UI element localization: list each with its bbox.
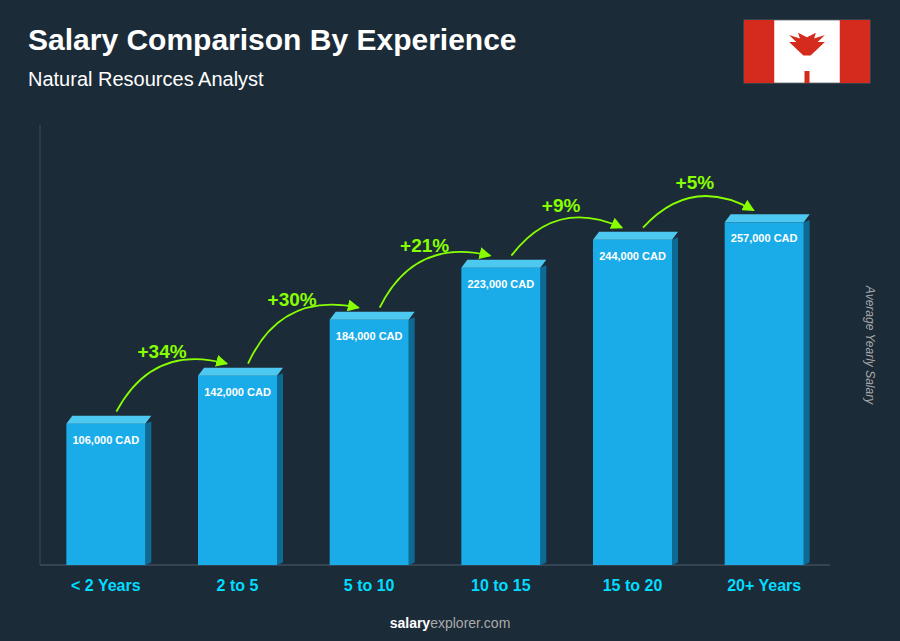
bar bbox=[66, 424, 145, 565]
data-label: 257,000 CAD bbox=[731, 232, 798, 244]
bar-top bbox=[66, 416, 151, 424]
data-label: 223,000 CAD bbox=[468, 278, 535, 290]
bar-side bbox=[540, 265, 546, 565]
bar bbox=[198, 376, 277, 565]
bars bbox=[66, 214, 809, 565]
footer-part: salary bbox=[390, 615, 431, 631]
x-axis-line bbox=[40, 565, 830, 566]
annotation: +30% bbox=[268, 289, 317, 310]
annotation: +34% bbox=[138, 341, 187, 362]
bar bbox=[725, 222, 804, 565]
footer: salaryexplorer.com bbox=[390, 615, 511, 631]
flag-leaf bbox=[789, 33, 825, 56]
bar-side bbox=[672, 237, 678, 565]
annotation: +5% bbox=[676, 172, 715, 193]
change-arrow bbox=[380, 252, 491, 308]
change-arrow bbox=[643, 196, 754, 228]
bar-side bbox=[804, 220, 810, 565]
footer-part: explorer.com bbox=[430, 615, 510, 631]
chart-container: Salary Comparison By Experience Natural R… bbox=[0, 0, 900, 641]
bar-side bbox=[277, 373, 283, 565]
flag-stem bbox=[804, 71, 809, 83]
y-axis-line bbox=[40, 125, 41, 565]
change-arrow bbox=[116, 359, 227, 412]
x-tick-label: 20+ Years bbox=[727, 577, 801, 594]
bar-side bbox=[409, 317, 415, 565]
x-tick-label: 2 to 5 bbox=[217, 577, 259, 594]
flag-field bbox=[744, 20, 870, 83]
chart: Salary Comparison By Experience Natural R… bbox=[0, 0, 900, 641]
title: Salary Comparison By Experience bbox=[28, 23, 517, 56]
data-label: 184,000 CAD bbox=[336, 330, 403, 342]
change-arrow bbox=[511, 217, 622, 255]
x-tick-label: 10 to 15 bbox=[471, 577, 531, 594]
subtitle: Natural Resources Analyst bbox=[28, 68, 264, 90]
bar bbox=[330, 320, 409, 565]
bar-side bbox=[145, 421, 151, 565]
data-label: 244,000 CAD bbox=[599, 250, 666, 262]
y-axis-label: Average Yearly Salary bbox=[863, 285, 877, 405]
annotation: +21% bbox=[400, 235, 449, 256]
bar-top bbox=[725, 214, 810, 222]
bar-top bbox=[593, 232, 678, 240]
flag-bar bbox=[840, 20, 870, 83]
bar bbox=[461, 268, 540, 565]
x-tick-label: 5 to 10 bbox=[344, 577, 395, 594]
flag-bar bbox=[744, 20, 774, 83]
x-tick-label: 15 to 20 bbox=[603, 577, 663, 594]
bar bbox=[593, 240, 672, 565]
bar-top bbox=[461, 260, 546, 268]
change-arrow bbox=[248, 305, 359, 364]
background bbox=[0, 0, 900, 641]
bar-top bbox=[330, 312, 415, 320]
bar-top bbox=[198, 368, 283, 376]
annotation: +9% bbox=[542, 195, 581, 216]
flag bbox=[744, 20, 870, 83]
data-label: 106,000 CAD bbox=[73, 434, 140, 446]
x-tick-label: < 2 Years bbox=[71, 577, 141, 594]
data-label: 142,000 CAD bbox=[204, 386, 271, 398]
